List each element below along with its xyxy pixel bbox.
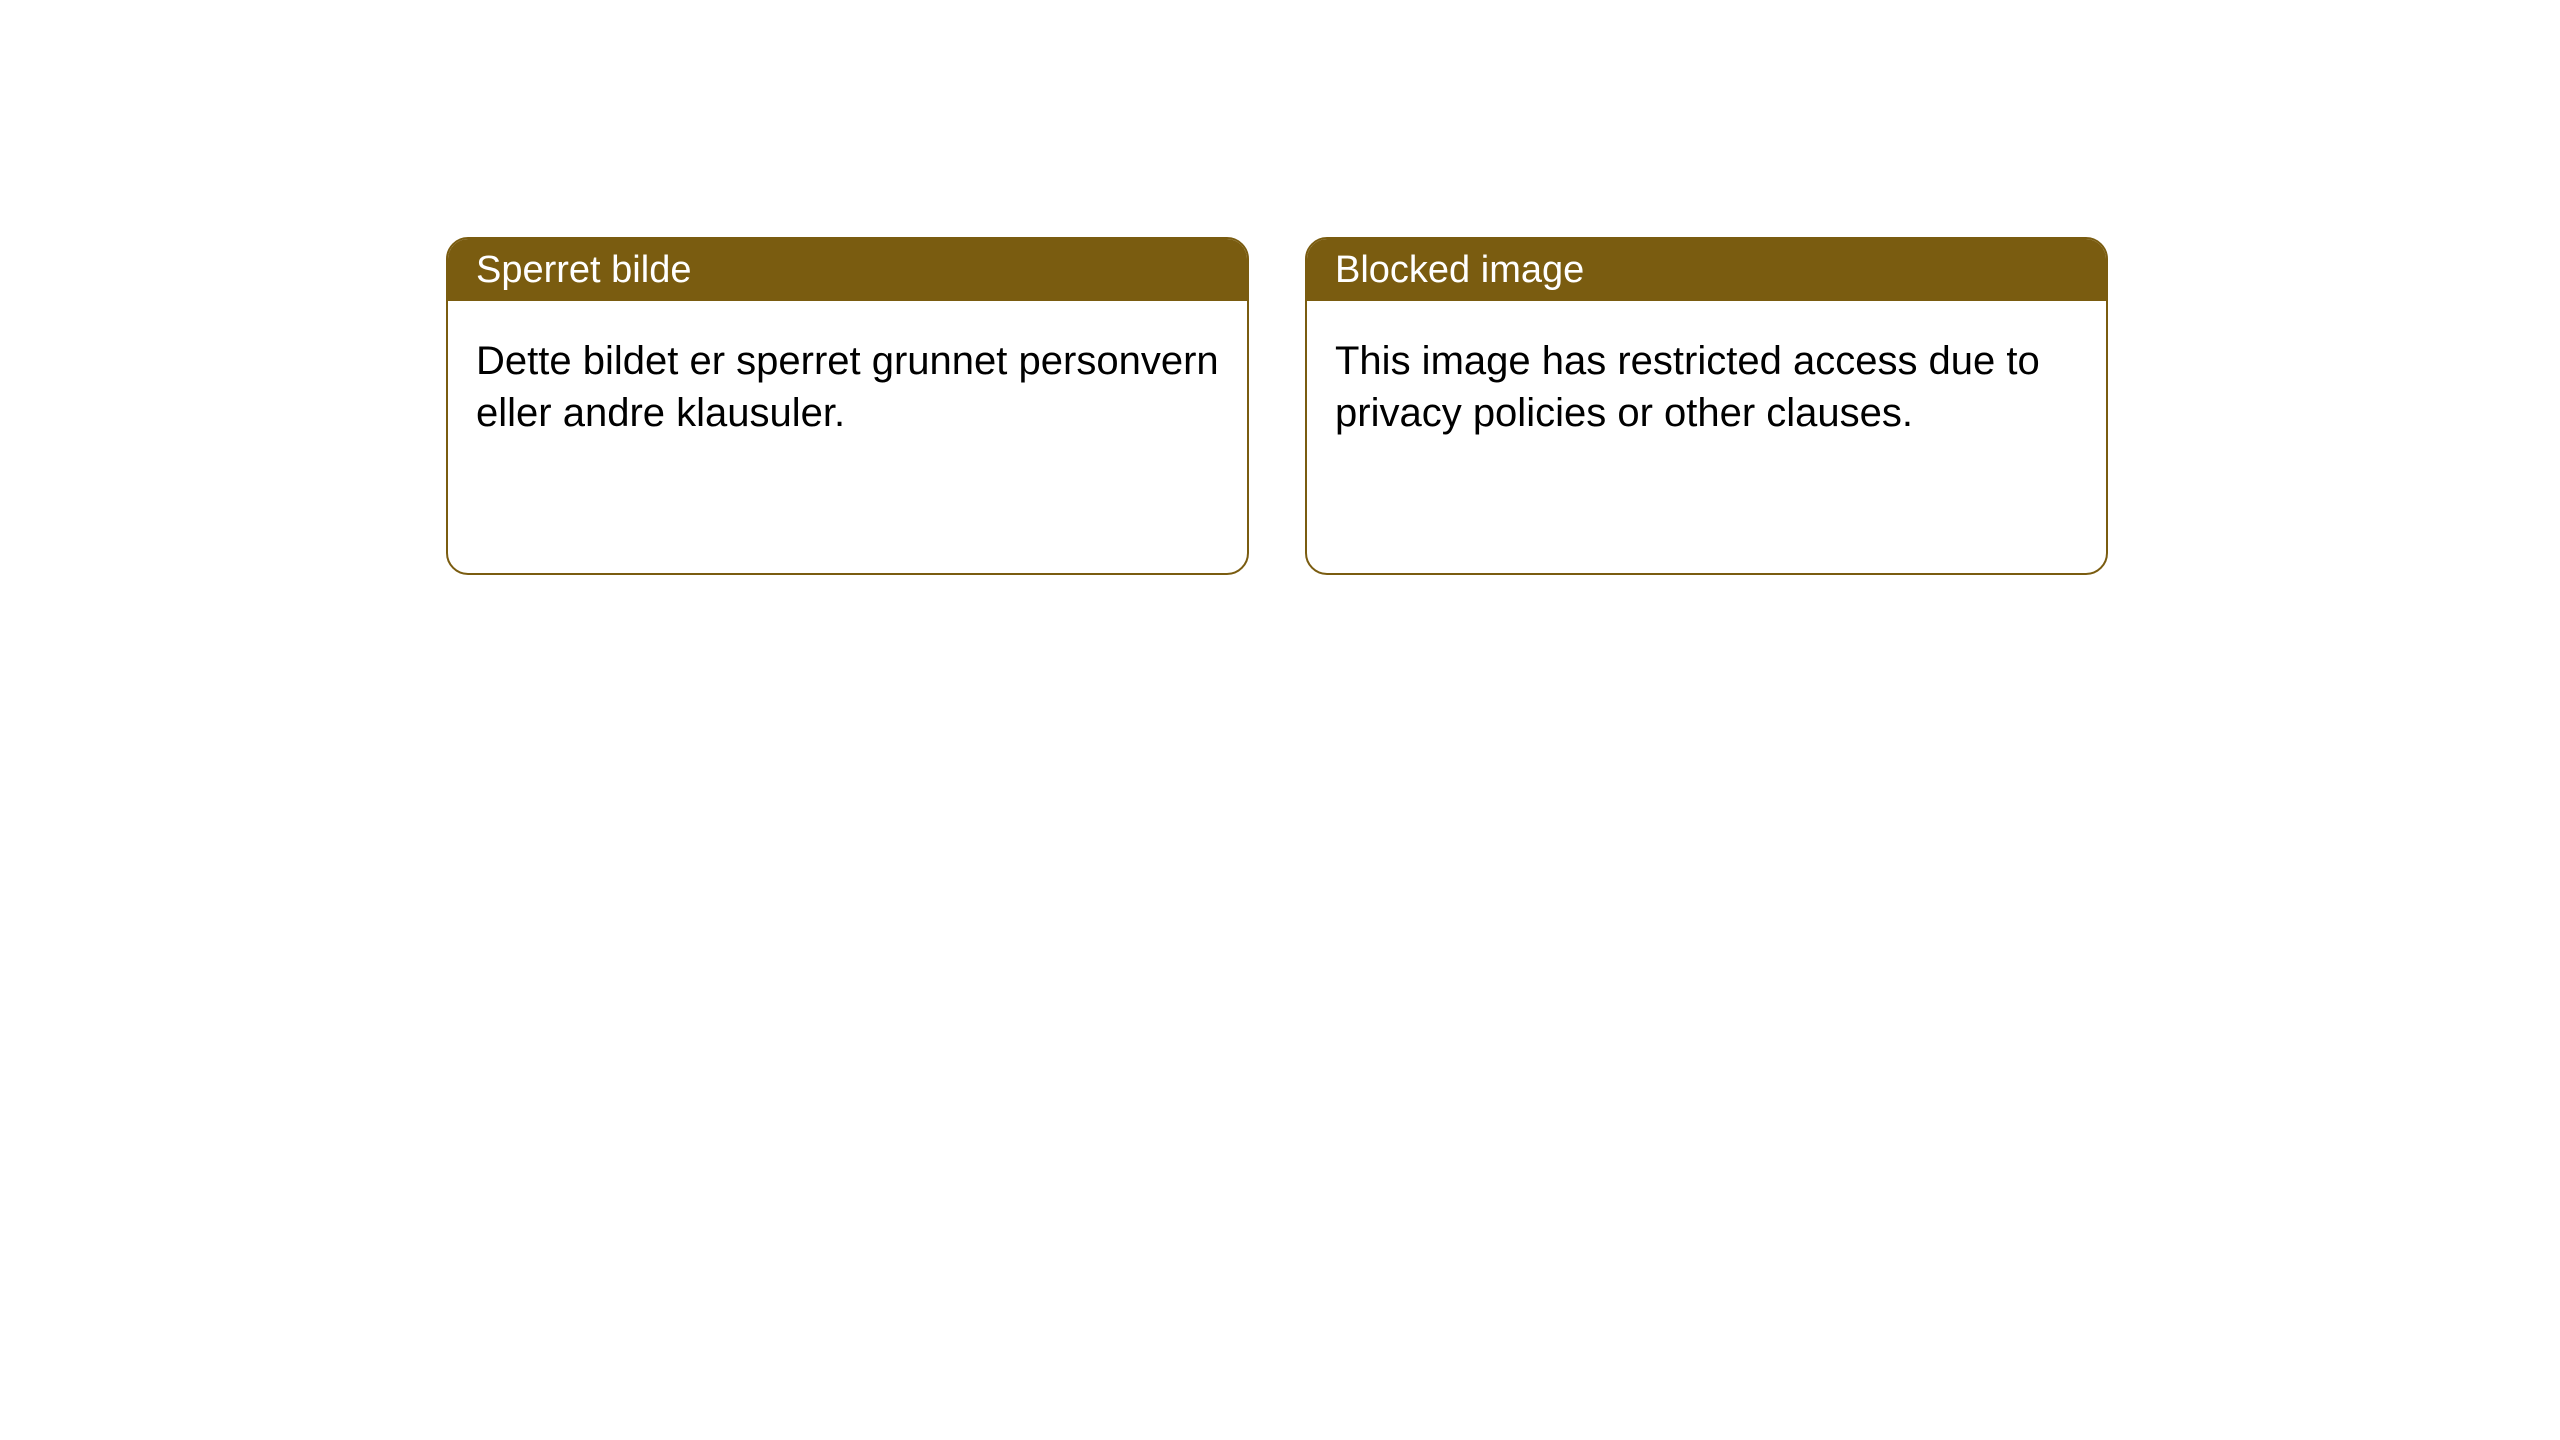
card-body: This image has restricted access due to … xyxy=(1307,301,2106,473)
notice-card-norwegian: Sperret bilde Dette bildet er sperret gr… xyxy=(446,237,1249,575)
card-title: Sperret bilde xyxy=(476,249,691,292)
card-title: Blocked image xyxy=(1335,249,1584,292)
card-header: Sperret bilde xyxy=(448,239,1247,301)
card-body-text: Dette bildet er sperret grunnet personve… xyxy=(476,339,1219,435)
notice-cards-container: Sperret bilde Dette bildet er sperret gr… xyxy=(446,237,2108,575)
card-header: Blocked image xyxy=(1307,239,2106,301)
card-body: Dette bildet er sperret grunnet personve… xyxy=(448,301,1247,473)
notice-card-english: Blocked image This image has restricted … xyxy=(1305,237,2108,575)
card-body-text: This image has restricted access due to … xyxy=(1335,339,2040,435)
